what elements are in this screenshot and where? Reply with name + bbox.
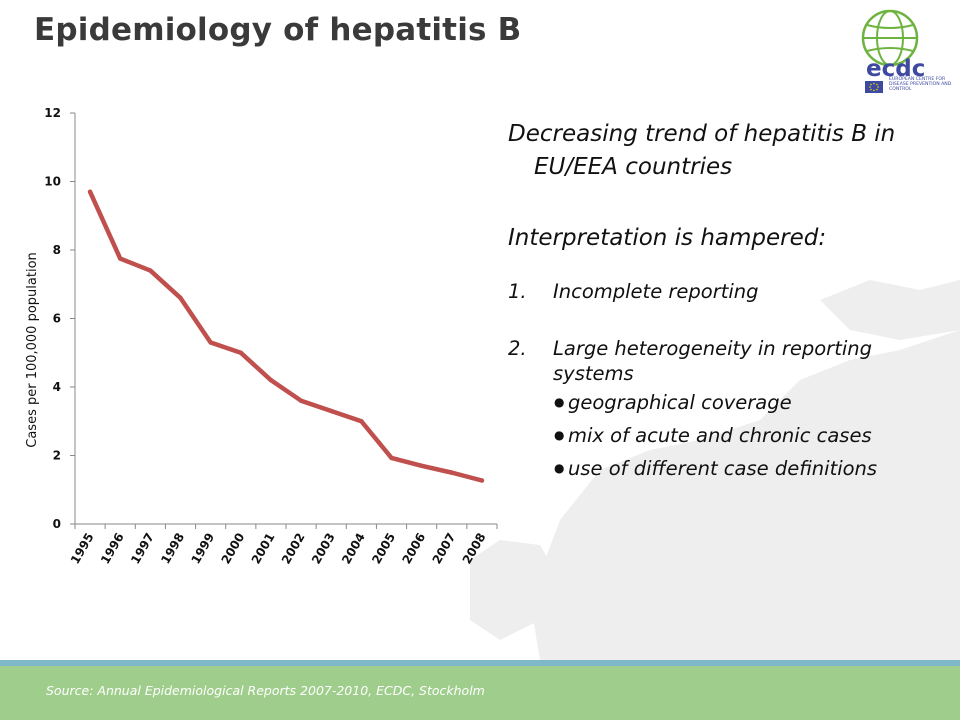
x-tick-label: 1995 xyxy=(68,531,97,567)
x-tick-label: 1997 xyxy=(128,531,157,567)
list-text: Incomplete reporting xyxy=(553,280,759,303)
sub-list-item: ● mix of acute and chronic cases xyxy=(508,419,948,452)
logo-wordmark: ecdc xyxy=(866,56,925,82)
y-tick-label: 6 xyxy=(53,312,61,326)
eu-flag-icon xyxy=(865,81,883,93)
data-point xyxy=(479,478,485,483)
logo-organisation-name: EUROPEAN CENTRE FOR DISEASE PREVENTION A… xyxy=(889,77,952,93)
x-tick-label: 2003 xyxy=(309,531,338,567)
data-point xyxy=(298,398,304,403)
list-number: 1. xyxy=(508,280,527,303)
page-title: Epidemiology of hepatitis B xyxy=(34,12,522,48)
sub-list-text: use of different case definitions xyxy=(568,457,878,480)
globe-icon: ecdc xyxy=(861,9,925,93)
data-point xyxy=(359,419,364,424)
sub-list-item: ● use of different case definitions xyxy=(508,452,948,485)
x-tick-label: 2007 xyxy=(430,531,459,567)
heading-interpretation: Interpretation is hampered: xyxy=(508,225,827,251)
x-tick-label: 2004 xyxy=(339,531,368,567)
bullet-icon: ● xyxy=(554,428,565,442)
sub-list-text: mix of acute and chronic cases xyxy=(568,424,872,447)
sub-list-item: ● geographical coverage xyxy=(508,386,948,419)
data-point xyxy=(87,189,93,194)
x-tick-label: 2000 xyxy=(219,531,248,567)
y-tick-label: 4 xyxy=(53,380,61,394)
y-tick-label: 2 xyxy=(53,449,61,463)
series-line xyxy=(87,189,485,483)
x-tick-label: 1996 xyxy=(98,531,127,567)
data-point xyxy=(268,377,274,383)
y-tick-label: 10 xyxy=(44,175,61,189)
y-axis-ticks: 0 2 4 6 8 10 12 xyxy=(44,106,75,531)
data-point xyxy=(118,256,123,261)
bullet-icon: ● xyxy=(554,461,565,475)
data-point xyxy=(419,463,424,468)
list-text: Large heterogeneity in reporting systems xyxy=(553,337,872,385)
y-tick-label: 8 xyxy=(53,243,61,257)
bullet-icon: ● xyxy=(554,395,565,409)
data-point xyxy=(449,470,454,475)
x-axis-ticks: 1995 1996 1997 1998 1999 2000 2001 2002 2003 2004… xyxy=(68,524,498,567)
sub-list-text: geographical coverage xyxy=(568,391,792,414)
x-tick-label: 1999 xyxy=(188,531,217,567)
source-note: Source: Annual Epidemiological Reports 2… xyxy=(46,683,485,698)
x-tick-label: 2001 xyxy=(249,531,278,567)
x-tick-label: 2005 xyxy=(369,531,398,567)
x-tick-label: 1998 xyxy=(158,531,187,567)
data-point xyxy=(178,295,183,301)
data-point xyxy=(238,350,243,355)
list-item: 1. Incomplete reporting xyxy=(508,279,948,304)
series-group xyxy=(87,189,485,483)
heading-trend: Decreasing trend of hepatitis B in EU/EE… xyxy=(508,121,896,180)
data-point xyxy=(329,408,334,414)
y-axis-label: Cases per 100,000 population xyxy=(25,252,40,448)
y-tick-label: 0 xyxy=(53,517,61,531)
list-item: 2. Large heterogeneity in reporting syst… xyxy=(508,336,948,386)
y-tick-label: 12 xyxy=(44,106,61,120)
list-number: 2. xyxy=(508,337,527,360)
footer-band: Source: Annual Epidemiological Reports 2… xyxy=(0,660,960,720)
x-tick-label: 2008 xyxy=(460,531,489,567)
footer-divider xyxy=(0,660,960,666)
data-point xyxy=(208,340,213,345)
data-point xyxy=(389,455,394,461)
x-tick-label: 2006 xyxy=(399,531,428,567)
data-point xyxy=(148,268,153,273)
ecdc-logo: ecdc EUROPEAN CENTRE FOR DISEASE PREVENT… xyxy=(842,6,952,98)
x-tick-label: 2002 xyxy=(279,531,308,567)
slide-text: Decreasing trend of hepatitis B in EU/EE… xyxy=(508,118,948,485)
